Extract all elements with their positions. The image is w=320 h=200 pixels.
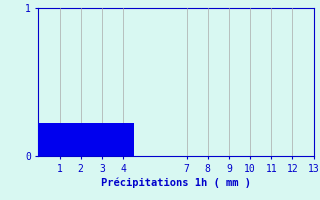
Bar <box>38 123 134 156</box>
X-axis label: Précipitations 1h ( mm ): Précipitations 1h ( mm ) <box>101 178 251 188</box>
